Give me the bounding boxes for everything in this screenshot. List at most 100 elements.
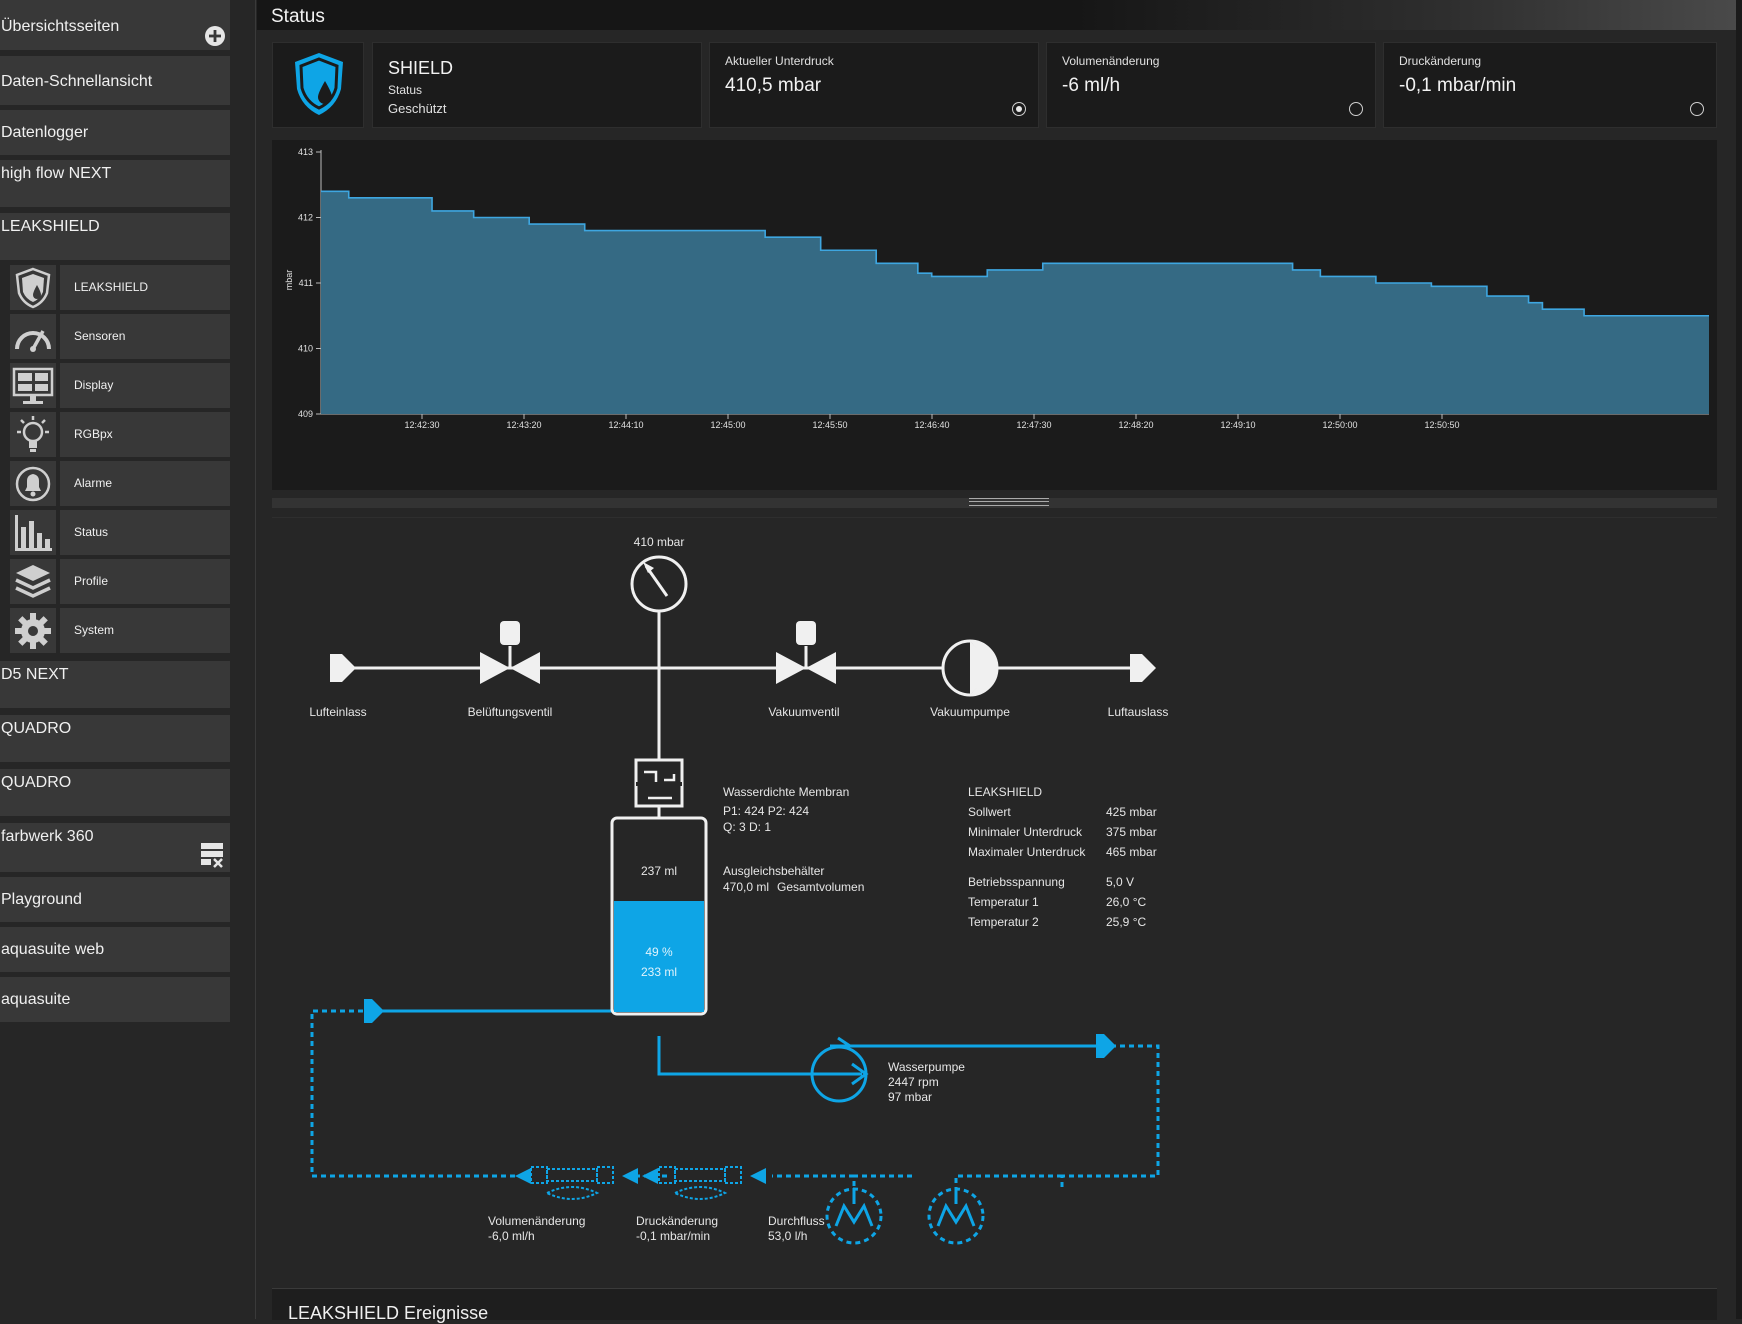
volume-card[interactable]: Volumenänderung -6 ml/h xyxy=(1046,42,1376,128)
tank-vol: 470,0 ml xyxy=(723,880,769,894)
info-row-key: Temperatur 1 xyxy=(968,895,1039,909)
sidebar-overview-label: Übersichtsseiten xyxy=(1,18,120,35)
sidebar-sub-sensoren[interactable]: Sensoren xyxy=(10,314,230,359)
chart-x-tick-label: 12:50:00 xyxy=(1322,420,1357,430)
sidebar-sub-label: RGBpx xyxy=(60,412,230,457)
reservoir-top: 237 ml xyxy=(641,864,677,878)
info-row-key: Maximaler Unterdruck xyxy=(968,845,1086,859)
sidebar-overview-pages[interactable]: Übersichtsseiten xyxy=(0,0,230,50)
splitter-grip[interactable] xyxy=(969,498,1049,506)
shield-name: SHIELD xyxy=(388,58,454,78)
shield-logo-card xyxy=(272,42,364,128)
pressure-radio[interactable] xyxy=(1012,102,1026,116)
chart-y-tick-label: 413 xyxy=(298,147,313,157)
device-disconnected-icon xyxy=(201,843,223,868)
flow-sensor-icon xyxy=(658,1166,742,1200)
sidebar-item-label: aquasuite web xyxy=(1,941,105,958)
sidebar-sub-label: Status xyxy=(60,510,230,555)
volume-label: Volumenänderung xyxy=(1062,54,1160,68)
rate-label: Druckänderung xyxy=(1399,54,1482,68)
sidebar-item-leakshield[interactable]: LEAKSHIELD xyxy=(0,213,230,260)
sidebar-sub-system[interactable]: System xyxy=(10,608,230,653)
sidebar-sub-label: LEAKSHIELD xyxy=(60,265,230,310)
volume-radio[interactable] xyxy=(1349,102,1363,116)
chart-x-tick-label: 12:47:30 xyxy=(1016,420,1051,430)
info-row-value: 465 mbar xyxy=(1106,845,1157,859)
sidebar-item-label: high flow NEXT xyxy=(1,165,112,182)
sidebar-item-daten-schnellansicht[interactable]: Daten-Schnellansicht xyxy=(0,56,230,105)
sidebar-sub-display[interactable]: Display xyxy=(10,363,230,408)
sidebar-item-farbwerk-360[interactable]: farbwerk 360 xyxy=(0,823,230,872)
panel-splitter[interactable] xyxy=(272,498,1717,508)
sidebar-item-label: Datenlogger xyxy=(1,124,89,141)
sidebar-item-label: QUADRO xyxy=(1,720,72,737)
vacuum-valve-icon xyxy=(776,621,836,684)
shield-drop-icon xyxy=(10,265,56,310)
sidebar-sub-label: Display xyxy=(60,363,230,408)
air-inlet-label: Lufteinlass xyxy=(309,705,366,719)
sidebar-item-label: D5 NEXT xyxy=(1,666,69,683)
sidebar-sub-label: System xyxy=(60,608,230,653)
air-inlet-icon xyxy=(330,654,356,682)
membrane-title: Wasserdichte Membran xyxy=(723,785,849,799)
pressure-card[interactable]: Aktueller Unterdruck 410,5 mbar xyxy=(709,42,1039,128)
sidebar-item-quadro-2[interactable]: QUADRO xyxy=(0,769,230,816)
chart-y-tick-label: 409 xyxy=(298,409,313,419)
vacuum-pump-icon xyxy=(941,639,999,697)
chart-x-tick-label: 12:50:50 xyxy=(1424,420,1459,430)
info-row-value: 26,0 °C xyxy=(1106,895,1146,909)
vacuum-valve-label: Vakuumventil xyxy=(768,705,839,719)
rate-radio[interactable] xyxy=(1690,102,1704,116)
page-header: Status xyxy=(257,0,1742,30)
sidebar-sub-alarme[interactable]: Alarme xyxy=(10,461,230,506)
sidebar-sub-label: Profile xyxy=(60,559,230,604)
info-row-value: 25,9 °C xyxy=(1106,915,1146,929)
rate-change-value: -0,1 mbar/min xyxy=(636,1229,710,1243)
sidebar-item-quadro-1[interactable]: QUADRO xyxy=(0,715,230,762)
water-pump-icon xyxy=(810,1044,869,1103)
chart-x-tick-label: 12:45:00 xyxy=(710,420,745,430)
sidebar-sub-status[interactable]: Status xyxy=(10,510,230,555)
sidebar-item-label: QUADRO xyxy=(1,774,72,791)
chart-area xyxy=(321,191,1709,414)
info-row-value: 375 mbar xyxy=(1106,825,1157,839)
scrollbar-track[interactable] xyxy=(1736,0,1742,1319)
sidebar-sub-leakshield[interactable]: LEAKSHIELD xyxy=(10,265,230,310)
info-title: LEAKSHIELD xyxy=(968,785,1042,799)
leakshield-diagram: 410 mbar Lufteinlass Belüftungsventil Va… xyxy=(272,517,1717,1288)
vol-change-label: Volumenänderung xyxy=(488,1214,585,1228)
flow-label: Durchfluss xyxy=(768,1214,825,1228)
radiator-icon xyxy=(825,1187,883,1245)
sidebar-item-datenlogger[interactable]: Datenlogger xyxy=(0,110,230,155)
sidebar-item-aquasuite[interactable]: aquasuite xyxy=(0,977,230,1022)
sidebar-item-d5-next[interactable]: D5 NEXT xyxy=(0,661,230,708)
events-section[interactable]: LEAKSHIELD Ereignisse xyxy=(272,1288,1717,1323)
shield-drop-icon xyxy=(295,53,343,115)
sidebar-item-aquasuite-web[interactable]: aquasuite web xyxy=(0,927,230,972)
reservoir-ml: 233 ml xyxy=(641,965,677,979)
pressure-sensor-icon xyxy=(530,1166,614,1200)
sidebar-sub-label: Sensoren xyxy=(60,314,230,359)
rate-change-label: Druckänderung xyxy=(636,1214,718,1228)
membrane-icon xyxy=(634,758,684,808)
membrane-p: P1: 424 P2: 424 xyxy=(723,804,809,818)
events-title: LEAKSHIELD Ereignisse xyxy=(288,1303,489,1323)
water-pump-title: Wasserpumpe xyxy=(888,1060,965,1074)
add-page-icon[interactable] xyxy=(204,25,226,47)
sidebar-sub-profile[interactable]: Profile xyxy=(10,559,230,604)
pressure-value: 410,5 mbar xyxy=(725,75,822,96)
page-title: Status xyxy=(271,6,325,27)
bar-chart-icon xyxy=(10,510,56,555)
sidebar: Übersichtsseiten Daten-Schnellansicht Da… xyxy=(0,0,230,1319)
info-row-key: Sollwert xyxy=(968,805,1011,819)
sidebar-sub-label: Alarme xyxy=(60,461,230,506)
chart-y-tick-label: 412 xyxy=(298,213,313,223)
sidebar-item-high-flow-next[interactable]: high flow NEXT xyxy=(0,160,230,207)
shield-status-value: Geschützt xyxy=(388,101,447,116)
shield-status-label: Status xyxy=(388,83,423,97)
pressure-chart[interactable]: 409 410 411 412 413 mbar 12:42:30 12:43:20 12:44… xyxy=(272,140,1717,490)
rate-card[interactable]: Druckänderung -0,1 mbar/min xyxy=(1383,42,1717,128)
sidebar-item-playground[interactable]: Playground xyxy=(0,877,230,922)
sidebar-sub-rgbpx[interactable]: RGBpx xyxy=(10,412,230,457)
sidebar-item-label: Daten-Schnellansicht xyxy=(1,73,153,90)
